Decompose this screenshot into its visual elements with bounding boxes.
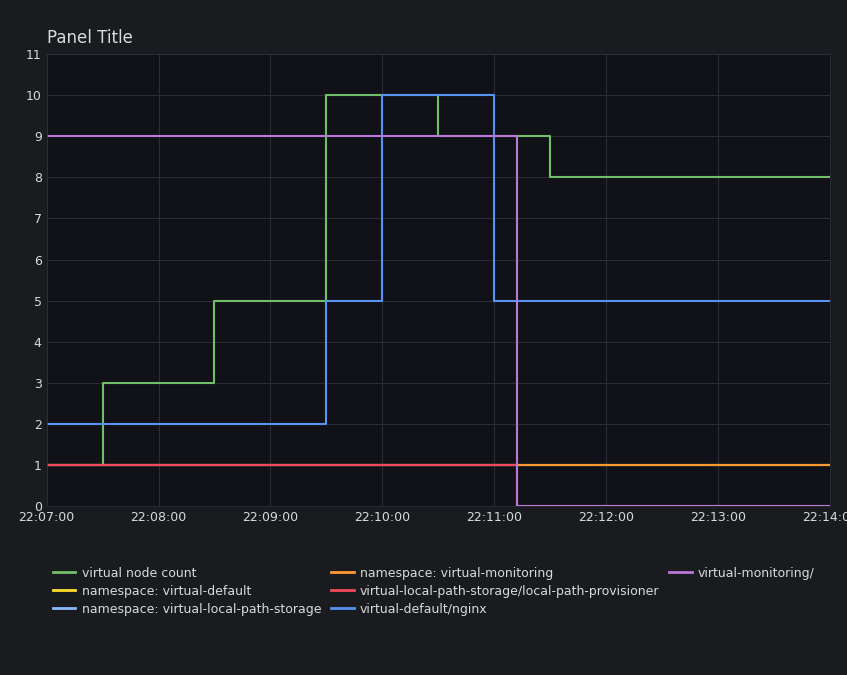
Text: Panel Title: Panel Title	[47, 29, 132, 47]
Legend: virtual node count, namespace: virtual-default, namespace: virtual-local-path-st: virtual node count, namespace: virtual-d…	[53, 567, 815, 616]
